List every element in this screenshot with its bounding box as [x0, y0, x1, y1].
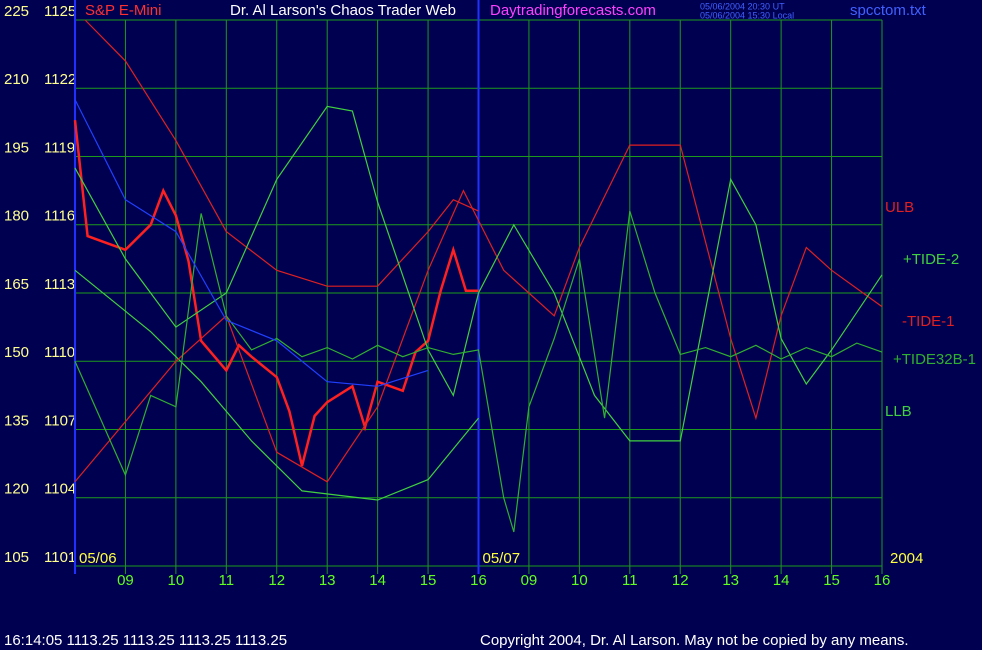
stamp-ut: 05/06/2004 20:30 UT — [700, 1, 785, 11]
x-tick-label: 15 — [823, 572, 840, 589]
legend-label: ULB — [885, 199, 914, 216]
series-line — [74, 105, 883, 442]
stamp-local: 05/06/2004 15:30 Local — [700, 10, 794, 20]
y2-tick-label: 135 — [4, 412, 29, 429]
series-line — [74, 269, 479, 501]
x-tick-label: 11 — [219, 572, 235, 589]
chart-title: Dr. Al Larson's Chaos Trader Web — [230, 2, 456, 19]
series-line — [74, 210, 883, 533]
copyright: Copyright 2004, Dr. Al Larson. May not b… — [480, 632, 909, 649]
y-tick-label: 1101 — [44, 549, 76, 566]
y-tick-label: 1113 — [44, 276, 75, 293]
y2-tick-label: 150 — [4, 344, 29, 361]
x-tick-label: 11 — [622, 572, 638, 589]
legend-label: +TIDE-2 — [903, 251, 959, 268]
y2-tick-label: 225 — [4, 3, 29, 20]
x-tick-label: 09 — [521, 572, 538, 589]
x-tick-label: 14 — [773, 572, 790, 589]
y2-tick-label: 195 — [4, 139, 29, 156]
series-line — [74, 144, 883, 483]
legend-label: LLB — [885, 403, 912, 420]
x-tick-label: 16 — [874, 572, 891, 589]
y-tick-label: 1122 — [44, 71, 76, 88]
x-tick-label: 10 — [571, 572, 588, 589]
y2-tick-label: 210 — [4, 71, 29, 88]
x-tick-label: 13 — [722, 572, 739, 589]
x-tick-label: 15 — [420, 572, 437, 589]
x-tick-label: 14 — [369, 572, 386, 589]
y2-tick-label: 180 — [4, 208, 29, 225]
x-tick-label: 16 — [470, 572, 487, 589]
day-label: 05/07 — [483, 550, 521, 567]
file-name: spcctom.txt — [850, 2, 927, 19]
series-line — [84, 19, 479, 287]
x-tick-label: 12 — [672, 572, 689, 589]
x-tick-label: 12 — [268, 572, 285, 589]
x-tick-label: 10 — [168, 572, 185, 589]
y-tick-label: 1110 — [44, 344, 75, 361]
year-label: 2004 — [890, 550, 923, 567]
x-tick-label: 13 — [319, 572, 336, 589]
legend-label: S&P E-Mini — [85, 2, 161, 19]
y-tick-label: 1125 — [44, 3, 76, 20]
y-tick-label: 1104 — [44, 481, 76, 498]
site-name: Daytradingforecasts.com — [490, 2, 656, 19]
legend-label: -TIDE-1 — [902, 313, 955, 330]
y2-tick-label: 120 — [4, 481, 29, 498]
series-line — [73, 119, 479, 467]
y2-tick-label: 105 — [4, 549, 29, 566]
day-label: 05/06 — [79, 550, 117, 567]
status-line: 16:14:05 1113.25 1113.25 1113.25 1113.25 — [4, 632, 287, 649]
y-tick-label: 1119 — [44, 139, 75, 156]
legend-label: +TIDE32B-1 — [893, 351, 976, 368]
x-tick-label: 09 — [117, 572, 134, 589]
y-tick-label: 1107 — [44, 412, 76, 429]
y-tick-label: 1116 — [44, 208, 75, 225]
series-line — [74, 99, 429, 387]
y2-tick-label: 165 — [4, 276, 29, 293]
